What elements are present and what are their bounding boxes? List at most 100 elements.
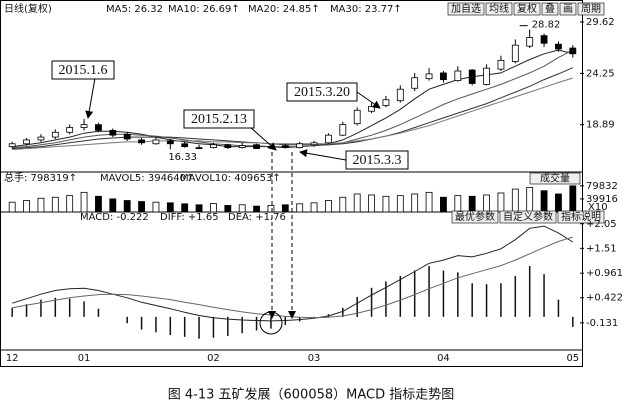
volume-bar xyxy=(483,194,490,213)
candle-body xyxy=(483,67,490,85)
toolbar-button[interactable] xyxy=(485,2,513,16)
volume-bar xyxy=(325,200,332,213)
y-tick-label: +2.05 xyxy=(586,219,617,230)
toolbar-button-label: 加自选 xyxy=(451,2,481,15)
annotation-text: 2015.1.6 xyxy=(59,63,108,78)
candle-body xyxy=(296,143,304,149)
annotation-text: 2015.2.13 xyxy=(191,112,247,127)
legend-entry: DEA: +1.76 xyxy=(228,212,286,223)
toolbar-button[interactable] xyxy=(447,2,485,16)
volume-bar xyxy=(238,204,246,213)
ma-line xyxy=(12,77,573,150)
annotation-box xyxy=(286,82,358,102)
volume-bar xyxy=(253,205,260,213)
volume-bar xyxy=(526,187,534,213)
candle-body xyxy=(224,144,232,149)
volume-bar xyxy=(411,193,419,213)
volume-bar xyxy=(555,193,562,213)
candle-body xyxy=(8,143,16,148)
candle-body xyxy=(195,147,203,150)
annotations: 2015.1.6 2015.2.13 2015.3.20 2015.3.3 xyxy=(51,60,409,335)
volume-bar xyxy=(80,191,88,213)
x-tick-label: 03 xyxy=(308,353,321,364)
volume-bar xyxy=(382,195,390,213)
toolbar-button-label: 最优参数 xyxy=(455,210,495,223)
toolbar-button-label: 成交量 xyxy=(540,172,570,185)
toolbar-button-label: 叠 xyxy=(545,3,555,15)
toolbar-button[interactable] xyxy=(559,2,577,16)
y-tick-label: 18.89 xyxy=(586,120,615,131)
volume-bar xyxy=(138,201,145,213)
volume-bar xyxy=(440,196,447,213)
toolbar-button[interactable] xyxy=(541,2,559,16)
toolbar-button[interactable] xyxy=(577,2,605,16)
annotation-text: 2015.3.3 xyxy=(353,153,402,168)
legend-entry: MA5: 26.32 xyxy=(106,4,163,15)
candle-body xyxy=(281,145,289,149)
y-tick-label: -0.131 xyxy=(586,318,618,329)
high-label: 28.82 xyxy=(532,20,561,31)
x-tick-label: 12 xyxy=(6,353,19,364)
volume-bar xyxy=(368,194,375,213)
volume-bar xyxy=(37,197,45,213)
annotation-box xyxy=(51,60,115,80)
volume-bar xyxy=(166,202,174,213)
volume-header: 总手: 798319↑ xyxy=(4,171,77,184)
candle-body xyxy=(37,136,45,141)
volume-bar xyxy=(396,195,404,213)
volume-bar xyxy=(109,198,117,213)
x-tick-label: 05 xyxy=(566,353,579,364)
toolbar-button[interactable] xyxy=(499,210,557,224)
candle-body xyxy=(526,37,534,47)
volume-bar xyxy=(210,203,217,213)
candle-body xyxy=(511,44,519,62)
candle-body xyxy=(569,47,577,55)
volume-bar xyxy=(23,200,30,213)
toolbar-button-label: 自定义参数 xyxy=(503,210,553,223)
annotation-arrow xyxy=(356,91,381,109)
x-tick-label: 02 xyxy=(207,353,220,364)
volume-bar xyxy=(181,203,189,213)
macd-line xyxy=(12,236,573,319)
candle-body xyxy=(95,124,102,131)
macd-line xyxy=(12,225,574,322)
candle-body xyxy=(238,145,246,149)
candle-body xyxy=(66,127,74,133)
candle-body xyxy=(166,140,174,145)
toolbar-button[interactable] xyxy=(513,2,541,16)
candle-body xyxy=(353,109,361,125)
ma-line xyxy=(12,49,574,149)
toolbar-button[interactable] xyxy=(451,210,499,224)
annotation-arrow xyxy=(249,126,277,151)
toolbar-button-label: 画 xyxy=(563,4,573,15)
y-tick-label: +0.961 xyxy=(586,268,623,279)
volume-bar xyxy=(569,185,577,213)
volume-bar xyxy=(468,195,476,213)
volume-bar xyxy=(454,195,462,213)
y-tick-label: 24.25 xyxy=(586,68,615,79)
volume-unit: X10 xyxy=(588,202,608,213)
toolbar-button[interactable] xyxy=(557,210,605,224)
y-tick-label: +1.51 xyxy=(586,243,617,254)
volume-bar xyxy=(339,196,347,213)
candle-body xyxy=(339,124,347,136)
candle-body xyxy=(80,124,88,128)
volume-bar xyxy=(51,196,59,213)
legend-entry: MA30: 23.77↑ xyxy=(330,4,402,15)
x-tick-label: 04 xyxy=(437,353,450,364)
candle-body xyxy=(411,77,419,89)
candle-body xyxy=(253,144,260,149)
toolbar-button[interactable] xyxy=(529,172,581,185)
candle-body xyxy=(382,99,390,106)
volume-bar xyxy=(95,195,102,213)
legend-entry: MA10: 26.69↑ xyxy=(168,4,240,15)
candle-body xyxy=(210,144,217,149)
y-tick-label: 39916 xyxy=(586,194,618,205)
candle-body xyxy=(123,133,131,140)
volume-bar xyxy=(224,205,232,213)
volume-bar xyxy=(310,202,318,213)
candle-body xyxy=(540,35,548,44)
volume-header: MAVOL10: 409653↑ xyxy=(180,173,281,184)
